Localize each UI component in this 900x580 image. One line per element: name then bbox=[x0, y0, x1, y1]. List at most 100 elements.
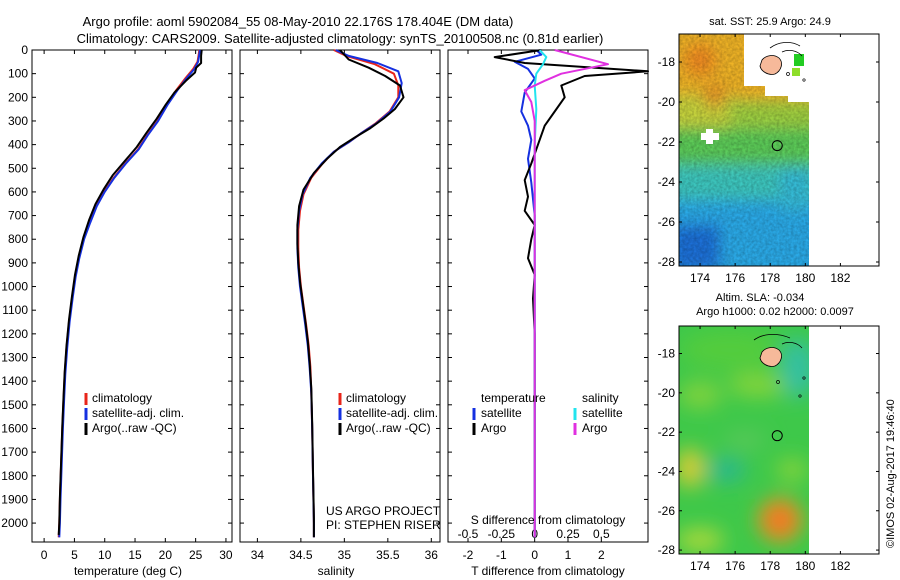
temperature-legend: climatology satellite-adj. clim. Argo(..… bbox=[84, 391, 184, 435]
sla-island-speck bbox=[798, 394, 802, 398]
legend-label-salinity-satellite: satellite bbox=[582, 406, 623, 420]
x-tick-label: 15 bbox=[128, 548, 142, 562]
sla-island-speck bbox=[776, 380, 780, 384]
sst-island-speck bbox=[786, 72, 790, 76]
x-tick-label: 25 bbox=[189, 548, 203, 562]
sla-map-ticks: 174 176 178 180 182 -18 -20 -22 -24 -26 -28 bbox=[658, 326, 879, 573]
sla-heatmap bbox=[679, 326, 809, 554]
salinity-series bbox=[296, 49, 405, 538]
map-x-tick-label: 174 bbox=[690, 271, 710, 285]
map-y-tick-label: -20 bbox=[658, 95, 676, 109]
legend-label-climatology: climatology bbox=[346, 391, 406, 405]
sst-island-speck bbox=[802, 78, 806, 82]
x-tick-label: -2 bbox=[463, 548, 474, 562]
depth-tick-label: 1100 bbox=[2, 303, 28, 317]
series-salinity-satellite bbox=[533, 49, 548, 538]
depth-tick-label: 800 bbox=[8, 232, 28, 246]
x-tick-label: 1 bbox=[565, 548, 572, 562]
x-tick-label: 20 bbox=[159, 548, 173, 562]
imos-side-label: ©IMOS 02-Aug-2017 19:46:40 bbox=[885, 399, 897, 548]
map-x-tick-label: 182 bbox=[830, 559, 850, 573]
legend-label-argo: Argo(..raw -QC) bbox=[92, 421, 177, 435]
series-satellite-adj-clim bbox=[58, 49, 201, 538]
sla-station-marker-icon bbox=[771, 430, 783, 442]
temperature-panel: 0100200300400500600700800900100011001200… bbox=[1, 43, 233, 578]
sla-fiji-land-icon bbox=[759, 347, 782, 367]
map-x-tick-label: 182 bbox=[830, 271, 850, 285]
legend-header-salinity: salinity bbox=[582, 391, 619, 405]
map-x-tick-label: 178 bbox=[760, 271, 780, 285]
legend-header-temperature: temperature bbox=[481, 391, 546, 405]
sst-station-marker-icon bbox=[771, 140, 783, 152]
series-temperature-argo bbox=[493, 49, 649, 538]
depth-tick-label: 0 bbox=[21, 43, 28, 57]
map-y-tick-label: -26 bbox=[658, 504, 676, 518]
top-tick-label: -0.5 bbox=[458, 527, 479, 541]
map-x-tick-label: 180 bbox=[795, 271, 815, 285]
map-y-tick-label: -24 bbox=[658, 175, 676, 189]
map-y-tick-label: -26 bbox=[658, 215, 676, 229]
sst-map-ticks: 174 176 178 180 182 -18 -20 -22 -24 -26 -28 bbox=[658, 34, 879, 285]
sst-map-frame bbox=[678, 33, 880, 267]
sst-map-panel: sat. SST: 25.9 Argo: 24.9 bbox=[658, 16, 880, 285]
map-x-tick-label: 176 bbox=[725, 271, 745, 285]
x-tick-label: 34.5 bbox=[289, 548, 313, 562]
depth-tick-label: 200 bbox=[8, 90, 28, 104]
sst-cloud-gap bbox=[701, 129, 719, 144]
x-tick-label: 35.5 bbox=[376, 548, 400, 562]
sst-map-title: sat. SST: 25.9 Argo: 24.9 bbox=[709, 16, 831, 28]
map-y-tick-label: -18 bbox=[658, 55, 676, 69]
figure-title-line1: Argo profile: aoml 5902084_55 08-May-201… bbox=[83, 14, 514, 29]
difference-panel: -2 -1 0 1 2-0.5 -0.25 0 0.25 0.5 T difference fr… bbox=[447, 49, 649, 578]
map-y-tick-label: -28 bbox=[658, 255, 676, 269]
legend-label-temperature-satellite: satellite bbox=[481, 406, 522, 420]
series-temperature-satellite bbox=[513, 49, 543, 538]
difference-series bbox=[493, 49, 649, 538]
series-salinity-argo bbox=[523, 49, 609, 538]
difference-x-ticks: -2 -1 0 1 2-0.5 -0.25 0 0.25 0.5 bbox=[458, 50, 610, 562]
map-y-tick-label: -18 bbox=[658, 347, 676, 361]
sla-map-panel: Altim. SLA: -0.034 Argo h1000: 0.02 h200… bbox=[658, 292, 880, 573]
x-tick-label: 5 bbox=[71, 548, 78, 562]
legend-label-salinity-argo: Argo bbox=[582, 421, 608, 435]
temperature-x-ticks: 0 5 10 15 20 25 30 bbox=[41, 50, 233, 562]
project-credit-line2: PI: STEPHEN RISER bbox=[326, 518, 441, 532]
depth-tick-label: 400 bbox=[8, 138, 28, 152]
depth-tick-label: 300 bbox=[8, 114, 28, 128]
depth-tick-label: 1600 bbox=[1, 421, 28, 435]
depth-tick-label: 1400 bbox=[1, 374, 28, 388]
map-x-tick-label: 180 bbox=[795, 559, 815, 573]
salinity-panel: 34 34.5 35 35.5 36 salinity climatology sate… bbox=[239, 49, 441, 578]
x-tick-label: 35 bbox=[338, 548, 352, 562]
difference-axes-frame bbox=[447, 49, 649, 543]
legend-label-climatology: climatology bbox=[92, 391, 152, 405]
depth-ticks-left: 0 100 200 300 400 500 600 700 800 900 1000 1100 1200… bbox=[1, 43, 232, 530]
difference-legend: temperature salinity satellite Argo sate… bbox=[472, 391, 623, 435]
sst-fiji-coast-icon bbox=[769, 42, 803, 57]
salinity-x-ticks: 34 34.5 35 35.5 36 bbox=[251, 50, 438, 562]
map-y-tick-label: -28 bbox=[658, 543, 676, 557]
map-x-tick-label: 178 bbox=[760, 559, 780, 573]
project-credit-line1: US ARGO PROJECT bbox=[326, 504, 441, 518]
series-argo-raw-qc bbox=[296, 49, 405, 538]
x-tick-label: 34 bbox=[251, 548, 265, 562]
sla-map-title-line1: Altim. SLA: -0.034 bbox=[716, 292, 805, 304]
series-argo-raw-qc bbox=[57, 49, 203, 535]
top-tick-label: -0.25 bbox=[488, 527, 516, 541]
legend-label-satellite-adj: satellite-adj. clim. bbox=[346, 406, 438, 420]
legend-label-satellite-adj: satellite-adj. clim. bbox=[92, 406, 184, 420]
salinity-depth-ticks bbox=[240, 49, 440, 524]
map-y-tick-label: -22 bbox=[658, 425, 676, 439]
salinity-axes-frame bbox=[239, 49, 441, 543]
depth-tick-label: 1700 bbox=[1, 445, 28, 459]
top-tick-label: 0.5 bbox=[593, 527, 610, 541]
map-y-tick-label: -24 bbox=[658, 464, 676, 478]
depth-tick-label: 700 bbox=[8, 209, 28, 223]
map-y-tick-label: -22 bbox=[658, 135, 676, 149]
sla-map-frame bbox=[678, 325, 880, 555]
depth-tick-label: 1500 bbox=[1, 398, 28, 412]
x-tick-label: -1 bbox=[496, 548, 507, 562]
difference-top-axis-label: S difference from climatology bbox=[471, 513, 626, 527]
temperature-series bbox=[57, 49, 203, 538]
